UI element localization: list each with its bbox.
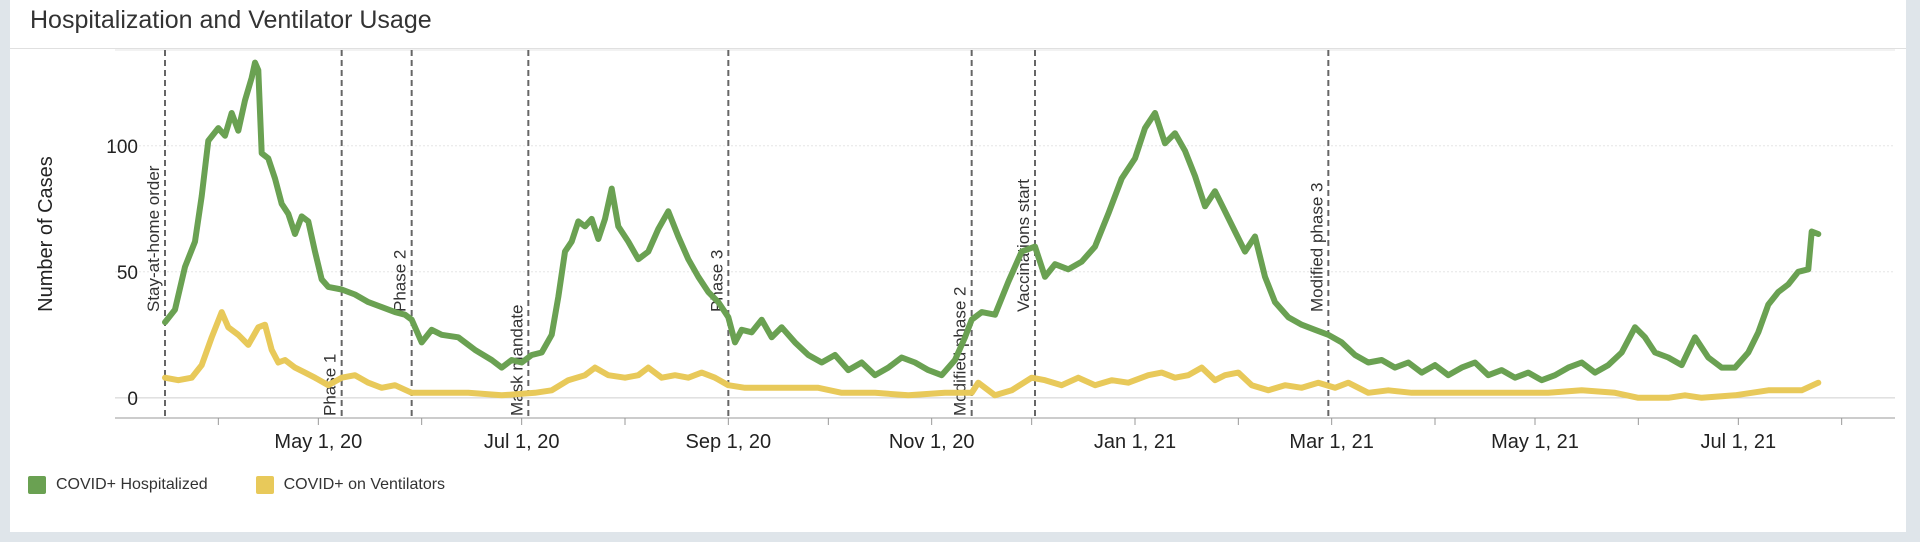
x-tick-label: Jan 1, 21 [1094,431,1176,453]
legend-item-hospitalized[interactable]: COVID+ Hospitalized [28,476,208,494]
x-tick-label: May 1, 20 [274,431,362,453]
x-tick-label: Nov 1, 20 [889,431,975,453]
legend-label-ventilators: COVID+ on Ventilators [283,476,446,493]
y-tick-label: 0 [127,389,138,410]
event-label: Stay-at-home order [144,165,163,312]
y-axis-label: Number of Cases [35,156,57,312]
x-tick-label: Jul 1, 21 [1701,431,1777,453]
y-tick-label: 50 [117,263,138,284]
chart-title: Hospitalization and Ventilator Usage [30,6,432,34]
event-label: Phase 2 [391,250,410,312]
x-tick-label: Mar 1, 21 [1289,431,1373,453]
legend: COVID+ Hospitalized COVID+ on Ventilator… [28,476,493,494]
chart-panel [10,0,1906,532]
legend-label-hospitalized: COVID+ Hospitalized [56,476,208,493]
event-label: Modified phase 3 [1307,183,1326,312]
x-tick-label: May 1, 21 [1491,431,1579,453]
title-divider [10,48,1906,49]
legend-item-ventilators[interactable]: COVID+ on Ventilators [255,476,446,494]
legend-swatch-ventilators [255,476,274,494]
y-tick-label: 100 [106,137,138,158]
x-tick-label: Jul 1, 20 [484,431,560,453]
axis-layer: 0 50 100 May 1, 20 Jul 1, 20 Sep 1, 20 Nov 1, … [35,137,1895,453]
legend-swatch-hospitalized [28,476,46,494]
series-line [162,59,1822,384]
series-layer [162,59,1822,401]
series-line [162,309,1822,401]
event-label: Vaccinations start [1014,179,1033,312]
x-tick-label: Sep 1, 20 [686,431,772,453]
